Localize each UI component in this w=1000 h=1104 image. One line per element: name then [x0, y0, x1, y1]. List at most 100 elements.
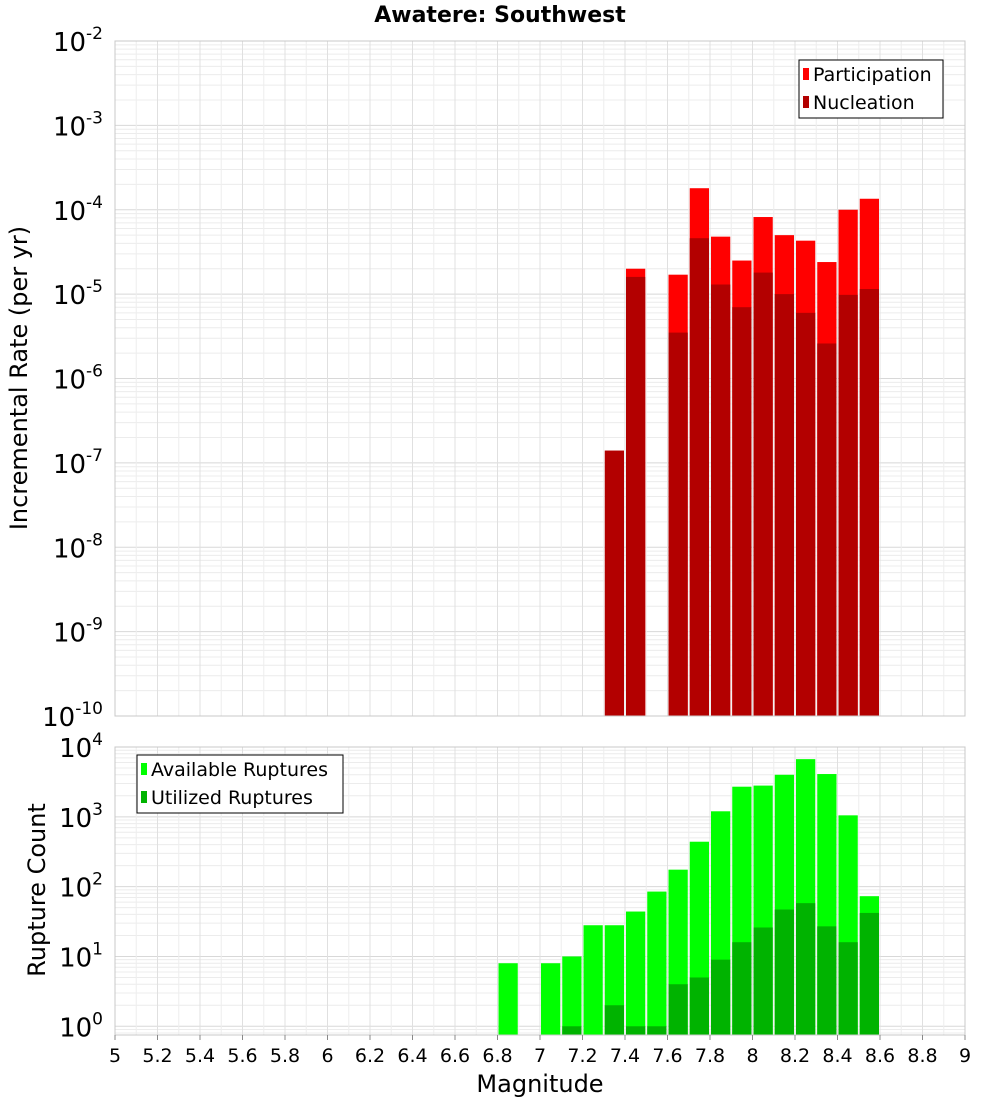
bottom-y-tick-exponent: 0: [92, 1009, 103, 1029]
x-tick-label: 5.6: [227, 1045, 257, 1067]
top-bar-nucleation: [859, 289, 879, 716]
bottom-y-tick-label: 102: [59, 870, 103, 904]
bottom-y-tick-base: 10: [59, 734, 92, 764]
x-axis-label: Magnitude: [476, 1070, 603, 1098]
top-y-tick-base: 10: [53, 619, 86, 649]
bottom-bar-available-ruptures: [498, 963, 518, 1035]
bottom-bar-utilized-ruptures: [753, 927, 773, 1035]
top-y-tick-base: 10: [53, 112, 86, 142]
bottom-bar-utilized-ruptures: [774, 909, 794, 1035]
top-bars: [604, 188, 879, 717]
bottom-y-tick-exponent: 3: [92, 800, 103, 820]
top-y-tick-base: 10: [53, 534, 86, 564]
bottom-y-tick-exponent: 1: [92, 939, 103, 959]
x-tick-label: 8: [746, 1045, 758, 1067]
top-y-tick-exponent: -4: [86, 193, 103, 213]
x-tick-label: 8.2: [780, 1045, 810, 1067]
bottom-bar-utilized-ruptures: [817, 926, 837, 1035]
x-tick-label: 6.6: [440, 1045, 470, 1067]
bottom-bar-utilized-ruptures: [732, 942, 752, 1035]
bottom-bar-utilized-ruptures: [796, 903, 816, 1035]
bottom-bar-utilized-ruptures: [562, 1026, 582, 1035]
top-bar-nucleation: [774, 294, 794, 716]
top-y-tick-base: 10: [53, 450, 86, 480]
bottom-legend-swatch: [141, 763, 147, 775]
bottom-bar-utilized-ruptures: [838, 942, 858, 1035]
top-bar-nucleation: [668, 332, 688, 716]
top-y-tick-base: 10: [53, 197, 86, 227]
bottom-legend-label: Utilized Ruptures: [151, 787, 313, 809]
top-bar-nucleation: [796, 312, 816, 716]
bottom-bar-available-ruptures: [583, 925, 603, 1035]
x-tick-label: 7.2: [567, 1045, 597, 1067]
x-tick-label: 7.8: [695, 1045, 725, 1067]
top-bar-nucleation: [604, 450, 624, 716]
bottom-y-tick-label: 100: [59, 1009, 103, 1043]
top-legend-box: [798, 59, 944, 119]
top-y-tick-base: 10: [42, 703, 75, 733]
top-y-tick-exponent: -3: [86, 108, 103, 128]
bottom-bar-utilized-ruptures: [689, 977, 709, 1035]
top-bar-nucleation: [732, 307, 752, 716]
bottom-bar-utilized-ruptures: [668, 984, 688, 1035]
x-tick-label: 6.2: [355, 1045, 385, 1067]
top-bar-nucleation: [753, 272, 773, 716]
bottom-bar-utilized-ruptures: [647, 1026, 667, 1035]
top-y-tick-base: 10: [53, 281, 86, 311]
bottom-y-tick-base: 10: [59, 804, 92, 834]
bottom-y-tick-label: 104: [59, 730, 103, 764]
top-y-tick-label: 10-5: [53, 277, 103, 311]
x-tick-label: 8.8: [907, 1045, 937, 1067]
bottom-bar-utilized-ruptures: [859, 912, 879, 1035]
x-tick-label: 6: [321, 1045, 333, 1067]
bottom-y-tick-exponent: 2: [92, 870, 103, 890]
bottom-bar-available-ruptures: [541, 963, 561, 1035]
bottom-y-tick-base: 10: [59, 943, 92, 973]
top-y-tick-exponent: -6: [86, 362, 103, 382]
bottom-legend-label: Available Ruptures: [151, 759, 328, 781]
x-tick-label: 5.4: [185, 1045, 215, 1067]
top-y-tick-base: 10: [53, 28, 86, 58]
top-y-tick-exponent: -10: [75, 699, 103, 719]
top-y-tick-exponent: -5: [86, 277, 103, 297]
top-y-tick-base: 10: [53, 366, 86, 396]
bottom-bar-utilized-ruptures: [626, 1026, 646, 1035]
chart-title: Awatere: Southwest: [374, 3, 626, 28]
top-bar-nucleation: [838, 294, 858, 716]
bottom-bars: [498, 759, 879, 1035]
bottom-bar-available-ruptures: [562, 956, 582, 1035]
bottom-y-tick-exponent: 4: [92, 730, 103, 750]
top-legend-swatch: [803, 96, 809, 108]
top-y-tick-label: 10-3: [53, 108, 103, 142]
x-tick-label: 6.4: [397, 1045, 427, 1067]
top-y-tick-label: 10-9: [53, 615, 103, 649]
x-tick-label: 5.8: [270, 1045, 300, 1067]
x-tick-label: 5.2: [142, 1045, 172, 1067]
bottom-y-axis-label: Rupture Count: [23, 803, 51, 977]
bottom-legend-box: [136, 754, 344, 814]
top-bar-nucleation: [817, 343, 837, 716]
bottom-bar-available-ruptures: [626, 911, 646, 1035]
x-tick-label: 5: [109, 1045, 121, 1067]
top-bar-nucleation: [711, 284, 731, 716]
bottom-legend: Available Ruptures Utilized Ruptures: [136, 754, 344, 814]
x-tick-label: 9: [959, 1045, 971, 1067]
top-y-tick-label: 10-8: [53, 530, 103, 564]
top-bar-nucleation: [689, 238, 709, 716]
top-bar-nucleation: [626, 276, 646, 716]
x-tick-label: 7: [534, 1045, 546, 1067]
top-y-tick-label: 10-10: [42, 699, 103, 733]
x-tick-label: 6.8: [482, 1045, 512, 1067]
bottom-y-tick-label: 101: [59, 939, 103, 973]
x-tick-label: 7.4: [610, 1045, 640, 1067]
top-legend-swatch: [803, 68, 809, 80]
bottom-y-tick-label: 103: [59, 800, 103, 834]
bottom-y-tick-base: 10: [59, 874, 92, 904]
top-y-tick-exponent: -8: [86, 530, 103, 550]
top-plot-area: 10-1010-910-810-710-610-510-410-310-2Par…: [42, 24, 966, 733]
top-legend: Participation Nucleation: [798, 59, 944, 119]
top-y-tick-label: 10-4: [53, 193, 103, 227]
